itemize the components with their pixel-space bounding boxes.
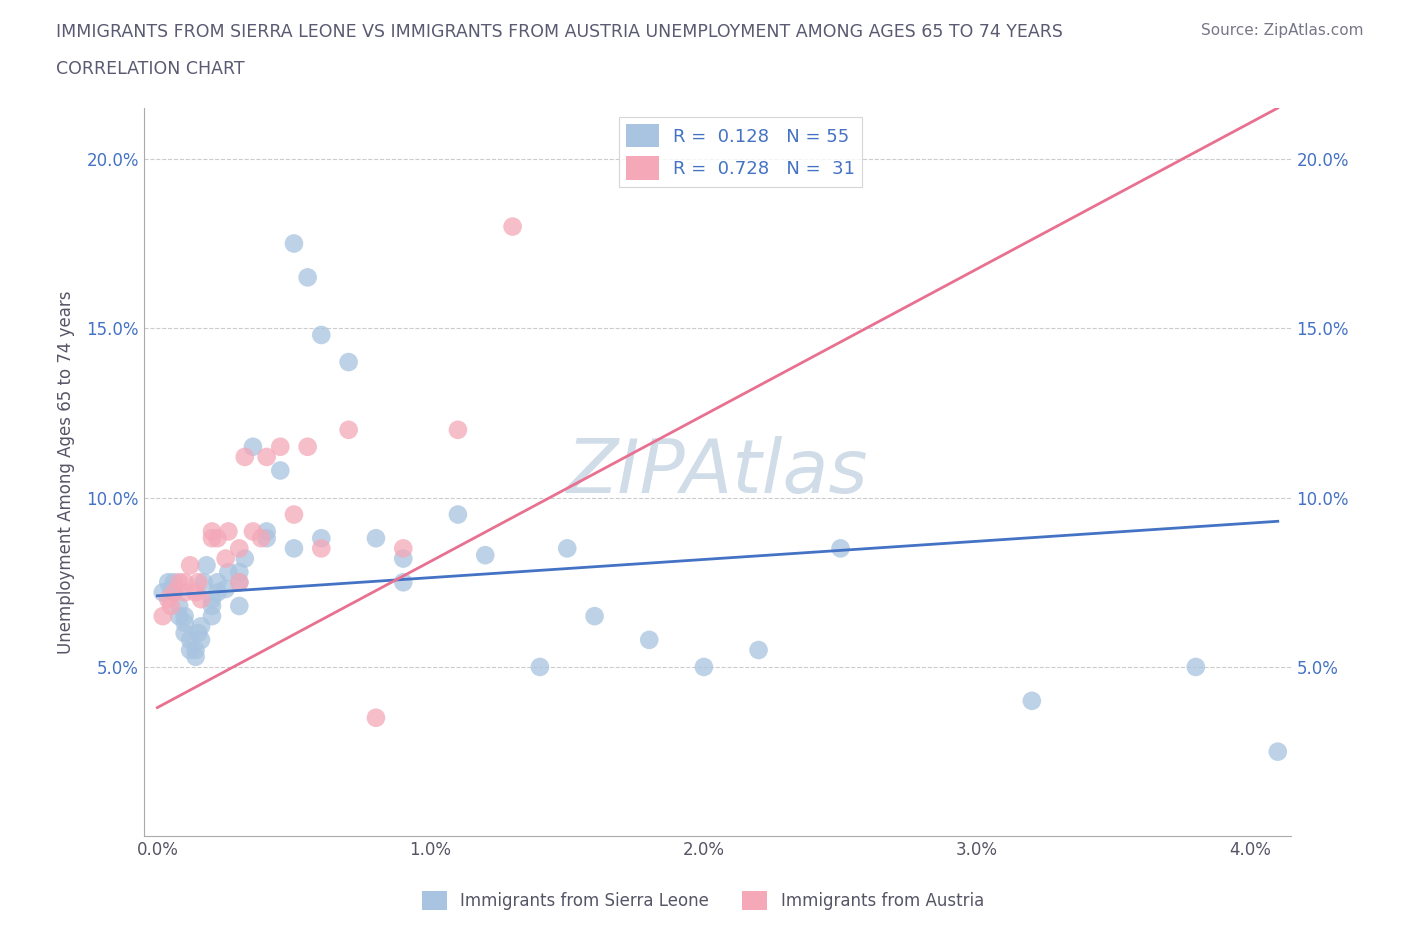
Point [179, 558, 201, 573]
Point [173, 585, 195, 600]
Point [190, 632, 212, 647]
Point [269, 439, 291, 454]
Point [201, 531, 224, 546]
Point [214, 551, 236, 566]
Point [190, 591, 212, 606]
Point [447, 422, 470, 437]
Point [311, 531, 333, 546]
Point [201, 591, 224, 606]
Point [337, 354, 360, 369]
Point [364, 531, 387, 546]
Point [207, 575, 229, 590]
Point [217, 565, 239, 579]
Point [201, 599, 224, 614]
Point [364, 711, 387, 725]
Point [160, 581, 183, 596]
Point [555, 541, 578, 556]
Point [283, 507, 305, 522]
Point [187, 575, 209, 590]
Point [173, 575, 195, 590]
Point [447, 507, 470, 522]
Point [830, 541, 852, 556]
Point [311, 541, 333, 556]
Point [250, 531, 273, 546]
Point [179, 632, 201, 647]
Point [163, 585, 186, 600]
Point [256, 524, 278, 538]
Text: Source: ZipAtlas.com: Source: ZipAtlas.com [1201, 23, 1364, 38]
Point [269, 463, 291, 478]
Point [167, 609, 190, 624]
Point [195, 558, 218, 573]
Point [297, 439, 319, 454]
Point [152, 585, 174, 600]
Point [228, 575, 250, 590]
Point [207, 585, 229, 600]
Point [167, 599, 190, 614]
Point [1267, 744, 1289, 759]
Point [173, 626, 195, 641]
Point [184, 585, 207, 600]
Point [207, 531, 229, 546]
Point [1185, 659, 1208, 674]
Point [233, 551, 256, 566]
Point [529, 659, 551, 674]
Point [392, 541, 415, 556]
Point [157, 575, 180, 590]
Point [201, 524, 224, 538]
Point [152, 609, 174, 624]
Point [297, 270, 319, 285]
Point [217, 524, 239, 538]
Point [256, 449, 278, 464]
Y-axis label: Unemployment Among Ages 65 to 74 years: Unemployment Among Ages 65 to 74 years [58, 290, 75, 654]
Point [638, 632, 661, 647]
Point [337, 422, 360, 437]
Point [173, 616, 195, 631]
Point [233, 449, 256, 464]
Point [193, 575, 215, 590]
Point [190, 618, 212, 633]
Point [283, 541, 305, 556]
Point [256, 531, 278, 546]
Point [184, 643, 207, 658]
Point [392, 575, 415, 590]
Point [163, 575, 186, 590]
Point [242, 524, 264, 538]
Point [693, 659, 716, 674]
Legend: Immigrants from Sierra Leone, Immigrants from Austria: Immigrants from Sierra Leone, Immigrants… [415, 884, 991, 917]
Legend: R =  0.128   N = 55, R =  0.728   N =  31: R = 0.128 N = 55, R = 0.728 N = 31 [619, 117, 862, 187]
Point [283, 236, 305, 251]
Point [184, 649, 207, 664]
Text: ZIPAtlas: ZIPAtlas [567, 436, 869, 508]
Point [583, 609, 606, 624]
Point [187, 626, 209, 641]
Point [748, 643, 770, 658]
Point [228, 599, 250, 614]
Point [163, 585, 186, 600]
Point [502, 219, 524, 234]
Point [179, 643, 201, 658]
Point [228, 575, 250, 590]
Point [228, 565, 250, 579]
Point [167, 575, 190, 590]
Point [1021, 694, 1043, 709]
Point [160, 599, 183, 614]
Point [173, 609, 195, 624]
Point [311, 327, 333, 342]
Point [474, 548, 496, 563]
Point [228, 541, 250, 556]
Point [392, 551, 415, 566]
Point [157, 591, 180, 606]
Point [214, 581, 236, 596]
Point [242, 439, 264, 454]
Point [201, 609, 224, 624]
Text: CORRELATION CHART: CORRELATION CHART [56, 60, 245, 78]
Text: IMMIGRANTS FROM SIERRA LEONE VS IMMIGRANTS FROM AUSTRIA UNEMPLOYMENT AMONG AGES : IMMIGRANTS FROM SIERRA LEONE VS IMMIGRAN… [56, 23, 1063, 41]
